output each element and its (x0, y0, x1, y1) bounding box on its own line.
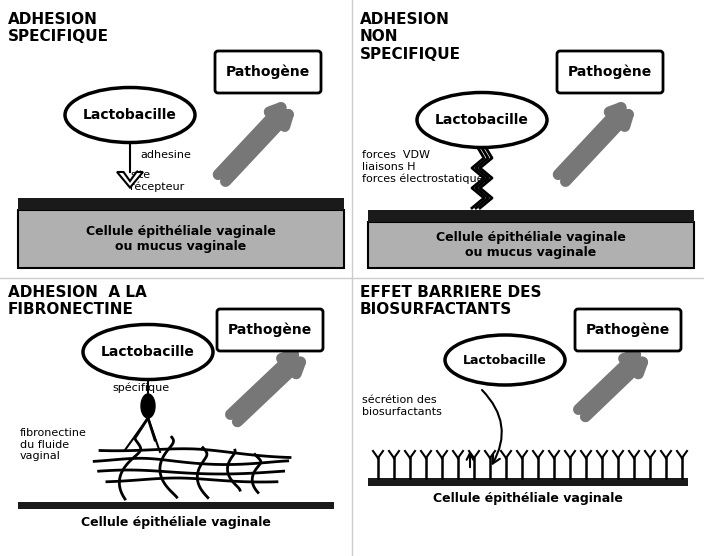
Bar (368, 478, 688, 486)
Text: Cellule épithéliale vaginale
ou mucus vaginale: Cellule épithéliale vaginale ou mucus va… (436, 231, 626, 259)
Ellipse shape (445, 335, 565, 385)
Text: Cellule épithéliale vaginale: Cellule épithéliale vaginale (433, 492, 623, 505)
Text: ADHESION  A LA
FIBRONECTINE: ADHESION A LA FIBRONECTINE (8, 285, 146, 317)
Text: Pathogène: Pathogène (228, 322, 312, 337)
Text: EFFET BARRIERE DES
BIOSURFACTANTS: EFFET BARRIERE DES BIOSURFACTANTS (360, 285, 541, 317)
Bar (368, 210, 694, 222)
Text: Pathogène: Pathogène (586, 322, 670, 337)
Bar (18, 502, 334, 509)
Text: spécifique: spécifique (112, 382, 169, 393)
Text: ADHESION
SPECIFIQUE: ADHESION SPECIFIQUE (8, 12, 109, 44)
Text: fibronectine
du fluide
vaginal: fibronectine du fluide vaginal (20, 428, 87, 461)
Ellipse shape (83, 325, 213, 380)
Text: Lactobacille: Lactobacille (435, 113, 529, 127)
Bar (18, 198, 344, 210)
FancyBboxPatch shape (217, 309, 323, 351)
Bar (18, 210, 344, 268)
Text: Lactobacille: Lactobacille (101, 345, 195, 359)
Text: forces  VDW
liaisons H
forces électrostatiques: forces VDW liaisons H forces électrostat… (362, 150, 489, 184)
FancyBboxPatch shape (557, 51, 663, 93)
FancyBboxPatch shape (575, 309, 681, 351)
Text: Lactobacille: Lactobacille (463, 354, 547, 366)
Text: sécrétion des
biosurfactants: sécrétion des biosurfactants (362, 395, 442, 416)
Text: Cellule épithéliale vaginale
ou mucus vaginale: Cellule épithéliale vaginale ou mucus va… (86, 225, 276, 253)
Text: Cellule épithéliale vaginale: Cellule épithéliale vaginale (81, 516, 271, 529)
Polygon shape (141, 394, 155, 418)
Text: site
récepteur: site récepteur (130, 170, 184, 192)
Bar (368, 222, 694, 268)
Ellipse shape (65, 87, 195, 142)
Text: ADHESION
NON
SPECIFIQUE: ADHESION NON SPECIFIQUE (360, 12, 461, 62)
Ellipse shape (417, 92, 547, 147)
Text: Pathogène: Pathogène (226, 64, 310, 80)
Text: Lactobacille: Lactobacille (83, 108, 177, 122)
Text: adhesine: adhesine (140, 150, 191, 160)
Text: Pathogène: Pathogène (568, 64, 652, 80)
FancyBboxPatch shape (215, 51, 321, 93)
Polygon shape (117, 172, 143, 187)
